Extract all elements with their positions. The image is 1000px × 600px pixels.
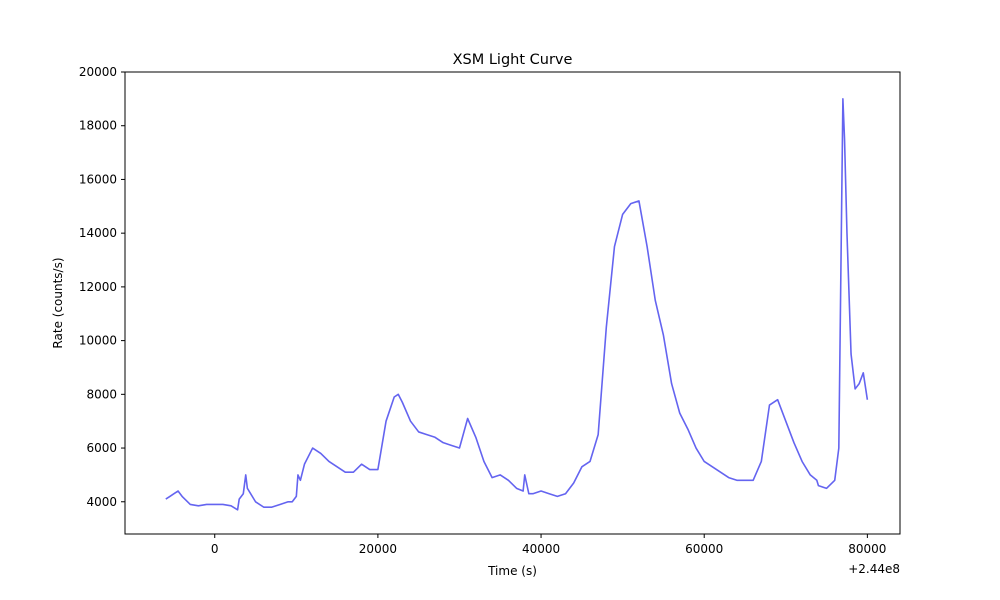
- x-offset-label: +2.44e8: [848, 562, 900, 576]
- x-axis: 0 20000 40000 60000 80000: [211, 534, 886, 556]
- y-tick-label: 12000: [79, 280, 117, 294]
- x-tick-label: 20000: [359, 542, 397, 556]
- y-axis-title: Rate (counts/s): [51, 257, 65, 348]
- x-tick-label: 80000: [848, 542, 886, 556]
- y-tick-label: 8000: [86, 387, 117, 401]
- y-tick-label: 20000: [79, 65, 117, 79]
- y-tick-label: 16000: [79, 172, 117, 186]
- y-axis: 4000 6000 8000 10000 12000 14000 16000 18000 200…: [79, 65, 125, 509]
- y-tick-label: 6000: [86, 441, 117, 455]
- series-line: [165, 98, 869, 511]
- y-tick-label: 18000: [79, 119, 117, 133]
- plot-area: [124, 71, 901, 535]
- y-tick-label: 14000: [79, 226, 117, 240]
- x-tick-label: 40000: [522, 542, 560, 556]
- x-tick-label: 0: [211, 542, 219, 556]
- y-tick-label: 4000: [86, 495, 117, 509]
- x-axis-title: Time (s): [487, 564, 537, 578]
- x-tick-label: 60000: [685, 542, 723, 556]
- chart-title: XSM Light Curve: [453, 52, 573, 68]
- plot-frame: [124, 71, 901, 535]
- y-tick-label: 10000: [79, 334, 117, 348]
